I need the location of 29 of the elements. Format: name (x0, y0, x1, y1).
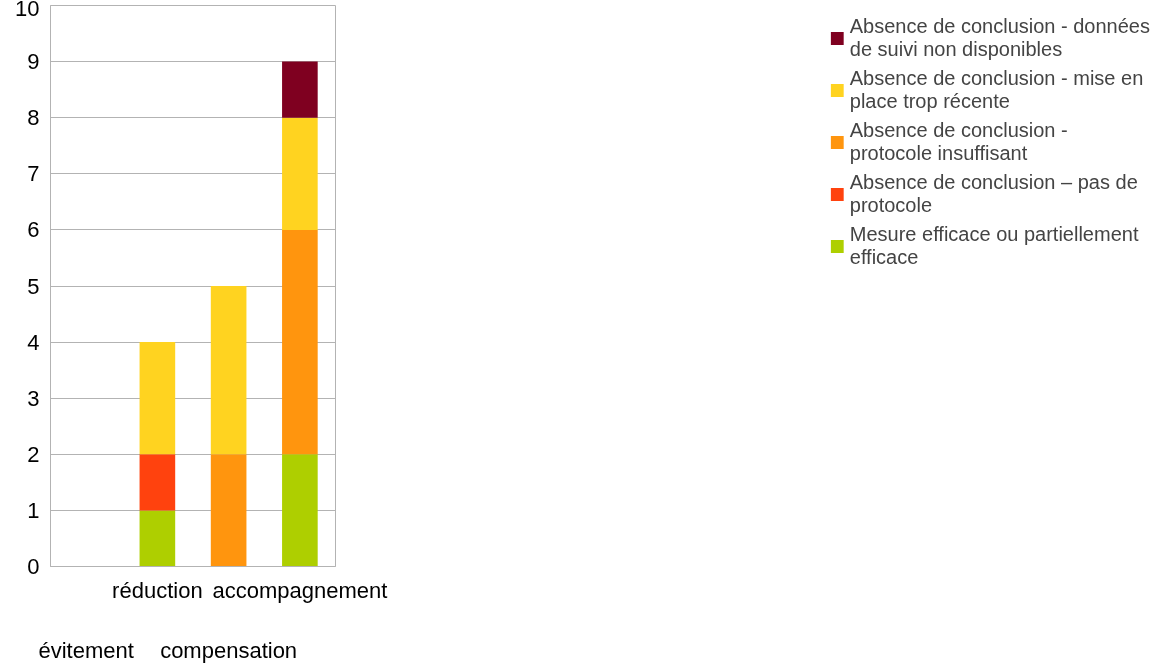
x-tick-label: accompagnement (212, 577, 388, 603)
y-tick-label: 1 (27, 497, 40, 523)
y-tick-label: 9 (27, 49, 40, 75)
y-tick-label: 8 (27, 105, 40, 131)
y-tick-label: 0 (27, 554, 40, 579)
bar (139, 342, 176, 455)
bar (139, 510, 176, 567)
bar (282, 117, 318, 230)
bar (282, 229, 318, 455)
x-tick-label: évitement (38, 637, 134, 663)
bar (282, 454, 318, 567)
y-tick-label: 5 (27, 273, 40, 299)
y-tick-label: 6 (27, 217, 40, 243)
x-tick-label: réduction (112, 577, 203, 603)
y-tick-label: 2 (27, 441, 40, 467)
y-tick-label: 3 (27, 385, 40, 411)
legend-label: Absence de conclusion - mise en place trop récente (849, 67, 1144, 113)
bar (282, 61, 318, 118)
legend-label: Absence de conclusion - protocole insuffisant (849, 119, 1068, 165)
y-tick-label: 4 (27, 329, 40, 355)
x-tick-label: compensation (160, 637, 298, 663)
bar (210, 286, 247, 455)
bar (210, 454, 247, 567)
bar (139, 454, 176, 511)
legend-label: Absence de conclusion - données de suivi non disponibles (849, 15, 1150, 61)
legend-label: Mesure efficace ou partiellement efficace (849, 223, 1139, 269)
y-tick-label: 10 (15, 0, 40, 21)
legend-label: Absence de conclusion – pas de protocole (849, 171, 1138, 217)
y-tick-label: 7 (27, 161, 40, 187)
